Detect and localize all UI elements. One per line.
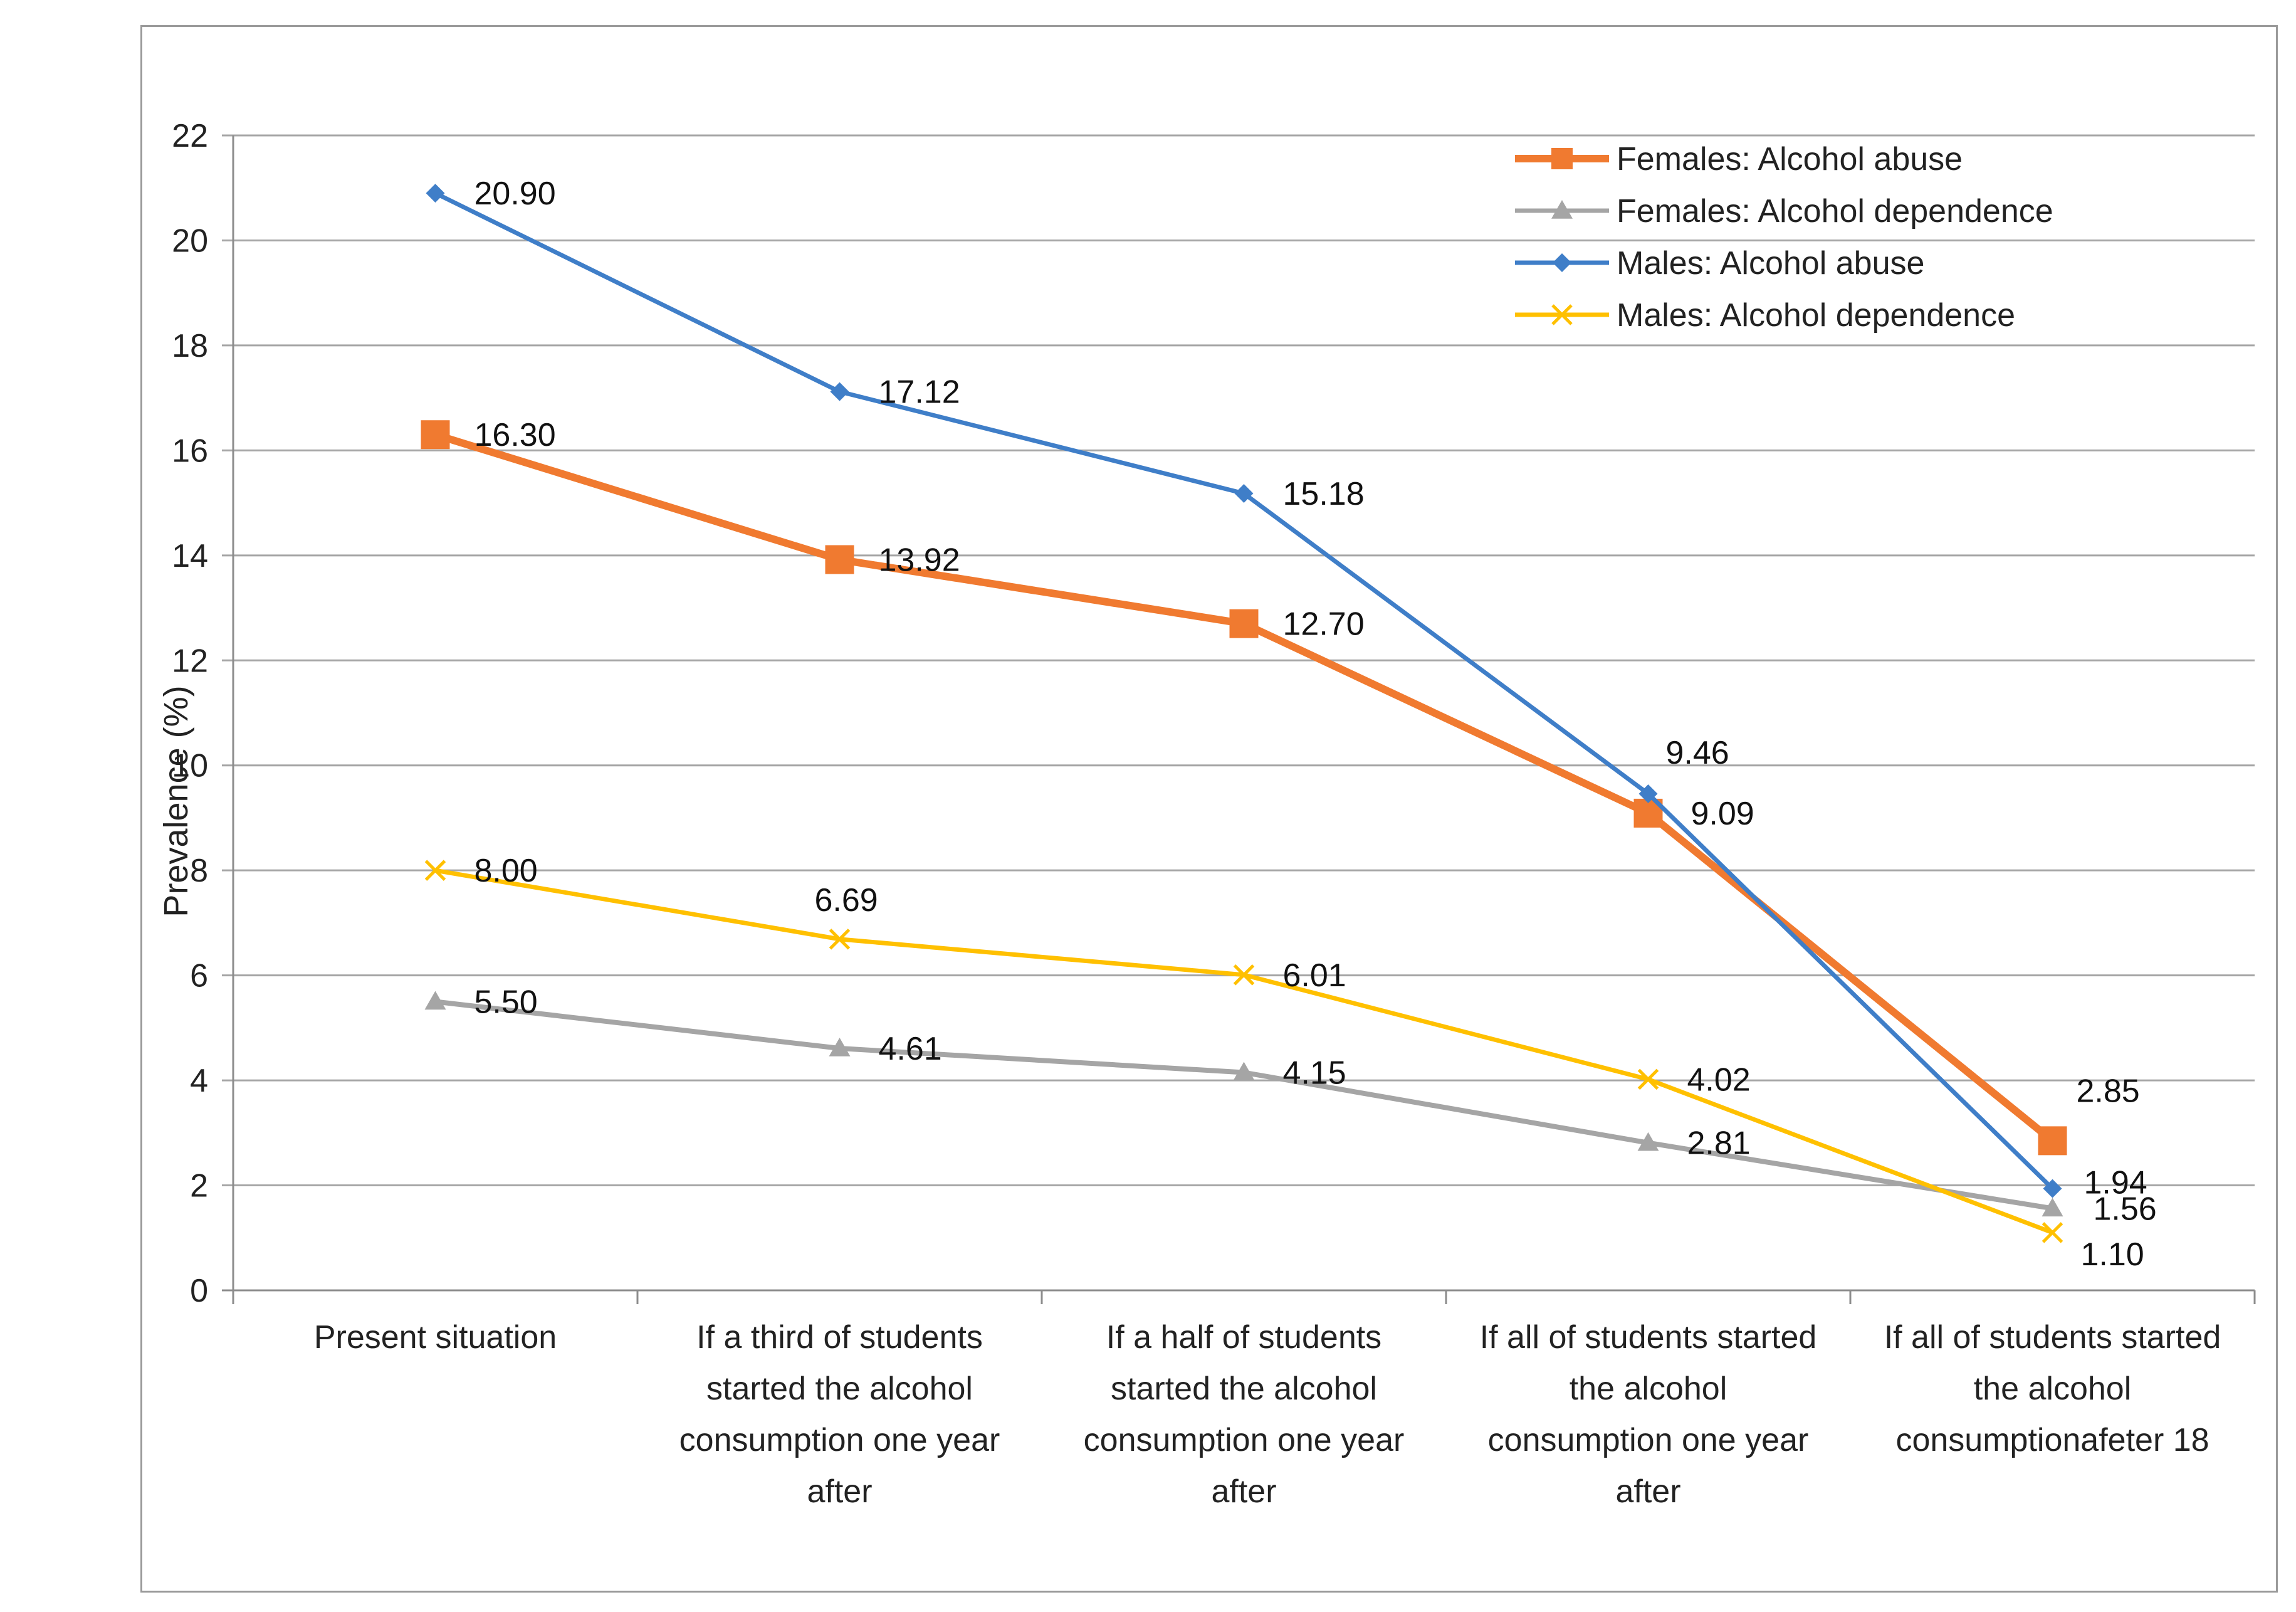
x-category-line: after [807,1473,872,1510]
x-category-label: If all of students started the alcohol con… [1480,1319,1817,1510]
data-label: 1.94 [2084,1165,2147,1201]
x-category-line: the alcohol [1974,1371,2132,1407]
y-tick-label: 16 [172,433,208,469]
x-category-line: after [1615,1473,1680,1510]
data-point-marker [1233,1061,1255,1081]
data-label: 13.92 [879,542,960,579]
legend-item: Males: Alcohol dependence [1515,297,2015,334]
y-tick-labels: 0 2 4 6 8 10 12 14 16 18 20 22 [172,118,208,1309]
legend-item: Males: Alcohol abuse [1515,245,1924,282]
legend-label: Males: Alcohol abuse [1617,245,1924,282]
y-tick-label: 4 [190,1063,208,1099]
x-category-line: If a third of students [696,1319,983,1356]
data-point-marker [2042,1198,2063,1217]
data-point-marker [829,929,851,950]
data-label: 9.46 [1666,735,1729,771]
x-category-line: the alcohol [1570,1371,1727,1407]
data-label: 17.12 [879,374,960,411]
data-point-marker [2042,1222,2063,1243]
y-axis-label: Prevalence (%) [157,685,195,917]
legend-label: Males: Alcohol dependence [1617,297,2015,334]
data-label: 12.70 [1283,606,1365,643]
y-tick-label: 0 [190,1273,208,1309]
series-line [433,191,2055,1191]
line-chart: 0 2 4 6 8 10 12 14 16 18 20 22 Present situation If … [157,118,2256,1510]
data-point-marker [1637,1132,1659,1151]
x-category-label: Present situation [314,1319,557,1356]
series-line [431,431,2057,1145]
x-category-label: If a half of students started the alcohol… [1084,1319,1405,1510]
legend-item: Females: Alcohol abuse [1515,141,1963,177]
data-label: 2.81 [1687,1125,1751,1162]
data-point-marker [1637,1068,1659,1090]
series-layer [421,184,2067,1243]
series-line [433,868,2055,1235]
y-tick-label: 6 [190,958,208,994]
data-label: 5.50 [474,984,538,1021]
x-category-line: consumption one year [1084,1422,1405,1458]
axis-layer [222,135,2256,1304]
y-tick-label: 8 [190,853,208,889]
data-point-marker [2043,1179,2062,1198]
chart-frame: 0 2 4 6 8 10 12 14 16 18 20 22 Present situation If … [140,25,2278,1593]
data-label: 4.15 [1283,1055,1346,1092]
x-category-line: Present situation [314,1319,557,1356]
series-line [432,999,2055,1211]
x-category-line: consumption one year [1488,1422,1809,1458]
x-category-line: If a half of students [1106,1319,1381,1356]
data-label: 15.18 [1283,476,1365,512]
data-label: 4.02 [1687,1061,1751,1098]
data-label: 6.69 [815,882,878,919]
x-category-line: If all of students started [1884,1319,2221,1356]
x-category-line: started the alcohol [1111,1371,1377,1407]
data-point-marker [421,420,450,450]
y-tick-label: 18 [172,328,208,364]
x-category-label: If a third of students started the alcoho… [679,1319,1000,1510]
data-label: 20.90 [474,176,556,212]
data-label: 8.00 [474,853,538,889]
data-point-marker [1638,784,1658,803]
x-category-line: consumption one year [679,1422,1000,1458]
data-point-marker [1234,484,1254,503]
x-category-labels: Present situation If a third of students s… [314,1319,2221,1510]
data-point-marker [426,184,445,203]
y-tick-label: 14 [172,538,208,574]
x-category-line: If all of students started [1480,1319,1817,1356]
y-tick-label: 2 [190,1168,208,1204]
data-label: 4.61 [879,1031,942,1067]
data-point-marker [2038,1126,2067,1156]
data-label: 2.85 [2077,1073,2140,1109]
data-label-layer: 16.30 13.92 12.70 9.09 2.85 5.50 4.61 4.15 2.81 1… [474,176,2157,1273]
data-point-marker [825,545,854,574]
data-label: 9.09 [1691,796,1754,832]
grid-layer [222,134,2255,1187]
x-category-line: consumptionafeter 18 [1895,1422,2209,1458]
data-label: 16.30 [474,417,556,453]
y-tick-label: 10 [172,748,208,784]
legend-swatch-marker [1551,148,1573,169]
y-tick-label: 12 [172,643,208,679]
data-label: 1.10 [2081,1236,2144,1273]
data-point-marker [829,1038,851,1056]
data-point-marker [424,860,446,881]
x-category-label: If all of students started the alcohol con… [1884,1319,2221,1458]
legend: Females: Alcohol abuse Females: Alcohol d… [1515,141,2053,334]
legend-swatch-marker [1551,304,1573,325]
data-point-marker [1233,964,1255,986]
data-label: 1.56 [2094,1191,2157,1227]
legend-label: Females: Alcohol abuse [1617,141,1963,177]
legend-swatch-marker [1551,200,1573,219]
data-point-marker [424,991,446,1010]
data-point-marker [1229,609,1259,638]
y-tick-label: 20 [172,223,208,259]
legend-label: Females: Alcohol dependence [1617,193,2053,229]
data-label: 6.01 [1283,957,1346,994]
x-category-line: after [1211,1473,1276,1510]
data-point-marker [830,382,849,401]
legend-swatch-marker [1553,253,1571,272]
x-category-line: started the alcohol [706,1371,973,1407]
y-tick-label: 22 [172,118,208,154]
legend-item: Females: Alcohol dependence [1515,193,2053,229]
